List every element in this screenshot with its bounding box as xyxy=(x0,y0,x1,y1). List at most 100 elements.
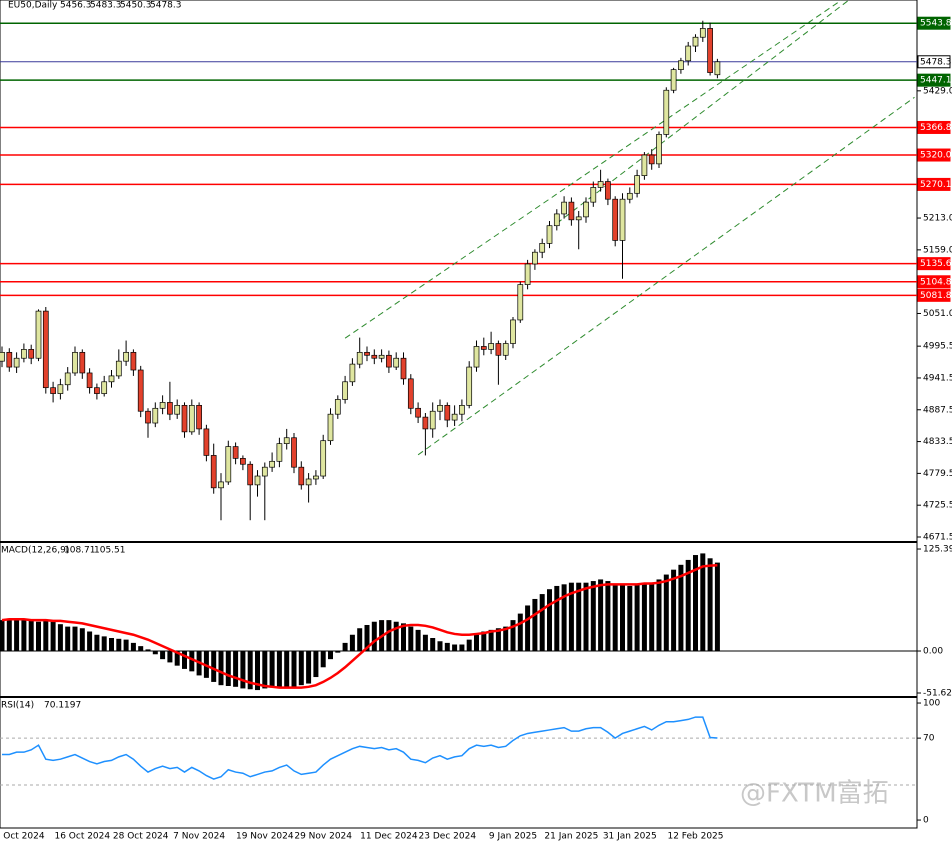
candle-body xyxy=(108,375,115,383)
macd-bar xyxy=(707,558,713,652)
candle-body xyxy=(225,446,232,483)
macd-bar xyxy=(123,639,129,652)
candle-body xyxy=(28,349,35,359)
macd-bar xyxy=(612,584,618,652)
macd-bar xyxy=(561,584,567,652)
ohlc-value: 5456.3 xyxy=(60,1,92,11)
macd-bar xyxy=(466,639,472,652)
candle-body xyxy=(269,460,275,468)
macd-bar xyxy=(130,642,136,652)
y-tick-label: 0 xyxy=(923,816,929,826)
candle-body xyxy=(597,181,604,188)
candle-body xyxy=(86,372,93,389)
macd-bar xyxy=(298,651,304,686)
candle-body xyxy=(656,134,662,165)
x-tick-label: Oct 2024 xyxy=(3,832,45,842)
candle-body xyxy=(488,343,494,350)
candle-body xyxy=(678,60,684,70)
candle-body xyxy=(663,89,670,135)
macd-bar xyxy=(182,651,187,669)
macd-bar xyxy=(357,628,363,652)
candle-body xyxy=(510,319,516,344)
macd-bar xyxy=(568,582,574,652)
macd-bar xyxy=(335,651,341,653)
candle-body xyxy=(72,351,78,374)
macd-bar xyxy=(152,651,158,655)
candle-body xyxy=(692,36,699,47)
level-label: 5104.8 xyxy=(920,277,952,287)
macd-bar xyxy=(495,628,501,652)
macd-bar xyxy=(444,642,450,652)
macd-bar xyxy=(160,651,166,660)
macd-bar xyxy=(211,651,217,682)
candle-body xyxy=(648,154,655,165)
candle-body xyxy=(356,351,363,365)
level-label-box xyxy=(917,257,951,271)
y-tick-label: -51.62 xyxy=(923,689,952,699)
candle-body xyxy=(495,343,502,356)
candle-body xyxy=(342,381,348,400)
macd-bar xyxy=(342,642,348,652)
signal-line xyxy=(1,563,718,689)
candle-body xyxy=(232,446,239,459)
y-tick-label: 125.39 xyxy=(923,545,952,555)
macd-bar xyxy=(65,626,71,652)
macd-bar xyxy=(14,619,20,652)
watermark: @FXTM富拓 xyxy=(740,779,889,809)
candle-body xyxy=(334,399,341,415)
candle-body xyxy=(583,201,589,218)
macd-bar xyxy=(714,562,720,652)
candle-body xyxy=(101,381,108,394)
macd-bar xyxy=(101,636,107,652)
y-tick-label: 4941.5 xyxy=(923,373,952,383)
y-tick-label: 4833.5 xyxy=(923,437,952,447)
macd-bar xyxy=(459,644,465,652)
macd-bar xyxy=(656,579,662,652)
candle-body xyxy=(21,349,27,359)
candle-body xyxy=(35,310,42,359)
candle-body xyxy=(707,28,713,73)
candle-body xyxy=(0,351,5,362)
indicator-value: 70.1197 xyxy=(44,701,81,711)
x-tick-label: 12 Feb 2025 xyxy=(667,832,723,842)
macd-bar xyxy=(547,589,552,652)
indicator-title: MACD(12,26,9) xyxy=(1,546,69,556)
candle-body xyxy=(619,198,626,241)
candle-body xyxy=(561,201,567,215)
candle-body xyxy=(64,372,71,386)
level-label-box xyxy=(917,288,951,302)
candle-body xyxy=(218,481,224,489)
macd-bar xyxy=(554,585,560,652)
level-label: 5543.8 xyxy=(920,19,952,29)
candle-body xyxy=(152,407,159,424)
macd-bar xyxy=(437,641,443,652)
candle-body xyxy=(203,428,210,456)
macd-bar xyxy=(43,620,49,652)
x-tick-label: 9 Jan 2025 xyxy=(489,832,537,842)
candle-body xyxy=(283,437,290,444)
macd-bar xyxy=(481,631,487,652)
macd-plot xyxy=(0,553,917,691)
candle-body xyxy=(670,69,677,91)
macd-bar xyxy=(94,634,100,652)
ohlc-value: 5478.3 xyxy=(150,1,182,11)
candle-body xyxy=(313,475,319,480)
macd-bar xyxy=(488,629,494,652)
level-label-box xyxy=(917,275,951,289)
x-tick-label: 23 Dec 2024 xyxy=(419,832,477,842)
x-tick-label: 21 Jan 2025 xyxy=(544,832,598,842)
level-label-box xyxy=(917,177,951,191)
macd-bar xyxy=(109,638,114,652)
level-label-box xyxy=(917,73,951,87)
candle-body xyxy=(291,437,297,468)
macd-bar xyxy=(57,624,63,652)
candle-body xyxy=(137,369,144,412)
macd-bar xyxy=(0,620,5,652)
candle-body xyxy=(524,263,531,285)
level-label: 5478.3 xyxy=(920,57,952,67)
macd-bar xyxy=(291,651,297,687)
macd-bar xyxy=(649,582,655,652)
macd-bar xyxy=(386,620,392,652)
macd-bar xyxy=(634,584,640,652)
x-tick-label: 29 Nov 2024 xyxy=(294,832,352,842)
